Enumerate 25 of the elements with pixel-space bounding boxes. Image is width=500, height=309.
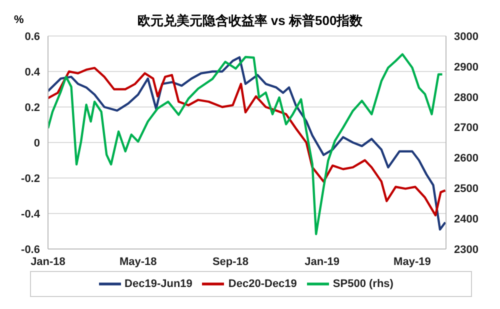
x-tick-label: May-18 [119, 256, 157, 268]
y2-tick-label: 2900 [454, 61, 478, 74]
y2-tick-label: 2800 [454, 92, 478, 104]
y2-tick-label: 2300 [454, 244, 478, 256]
legend-label: Dec19-Jun19 [124, 278, 192, 290]
y-tick-label: -0.2 [21, 172, 40, 185]
y-tick-label: 0.4 [24, 66, 41, 78]
y-tick-label: 0.6 [24, 30, 40, 43]
x-tick-label: Jan-19 [304, 256, 340, 268]
y2-tick-label: 2700 [454, 122, 478, 134]
chart-title: 欧元兑美元隐含收益率 vs 标普500指数 [137, 13, 363, 28]
y-tick-label: 0.2 [24, 102, 40, 114]
x-tick-label: May-19 [394, 256, 431, 268]
legend-label: SP500 (rhs) [332, 278, 394, 290]
y2-tick-label: 3000 [454, 30, 478, 43]
y-tick-label: -0.4 [21, 208, 41, 220]
y2-tick-label: 2500 [454, 183, 478, 196]
x-tick-label: Jan-18 [30, 256, 66, 268]
legend-label: Dec20-Dec19 [228, 278, 297, 290]
x-tick-label: Sep-18 [212, 256, 249, 268]
y-tick-label: -0.6 [21, 244, 40, 256]
y2-tick-label: 2400 [454, 213, 478, 226]
y-tick-label: 0 [34, 137, 40, 150]
y-axis-title: % [14, 14, 24, 26]
y2-tick-label: 2600 [454, 152, 478, 165]
